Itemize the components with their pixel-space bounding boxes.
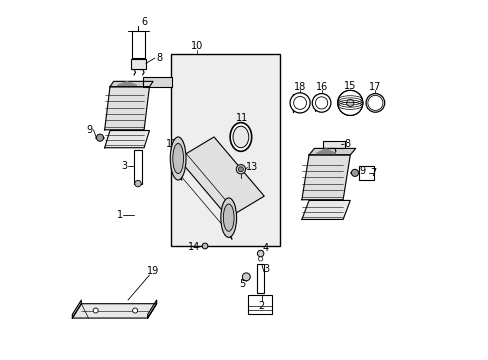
- Circle shape: [367, 95, 382, 111]
- Circle shape: [132, 308, 137, 313]
- Circle shape: [257, 250, 264, 257]
- Circle shape: [238, 167, 243, 172]
- Circle shape: [93, 308, 98, 313]
- Bar: [359, 166, 373, 180]
- Ellipse shape: [223, 204, 234, 231]
- Text: 3: 3: [263, 264, 268, 274]
- Bar: [131, 31, 145, 58]
- Text: 8: 8: [156, 53, 162, 63]
- Bar: [257, 264, 264, 293]
- Circle shape: [312, 94, 330, 112]
- Polygon shape: [178, 137, 264, 218]
- Text: 10: 10: [191, 41, 203, 51]
- Circle shape: [293, 96, 306, 109]
- Polygon shape: [110, 81, 153, 87]
- Circle shape: [135, 180, 141, 187]
- Bar: [323, 140, 344, 148]
- Polygon shape: [316, 149, 335, 153]
- Bar: [131, 59, 145, 69]
- Polygon shape: [301, 155, 349, 200]
- Text: 15: 15: [344, 81, 356, 91]
- Text: 6: 6: [142, 17, 147, 27]
- Ellipse shape: [233, 126, 248, 148]
- Polygon shape: [308, 148, 355, 155]
- Text: 9: 9: [86, 125, 92, 135]
- Polygon shape: [147, 300, 156, 318]
- Text: 14: 14: [188, 242, 200, 252]
- Ellipse shape: [172, 143, 183, 174]
- Ellipse shape: [221, 198, 236, 237]
- Polygon shape: [104, 131, 149, 148]
- Text: 12: 12: [165, 139, 178, 149]
- Text: 9: 9: [359, 166, 365, 176]
- Text: 13: 13: [245, 162, 257, 172]
- Bar: [247, 295, 272, 315]
- Circle shape: [351, 169, 358, 176]
- Text: 1: 1: [117, 210, 122, 220]
- Circle shape: [315, 97, 327, 109]
- Polygon shape: [104, 87, 149, 130]
- Circle shape: [346, 99, 353, 107]
- Text: 19: 19: [146, 266, 159, 276]
- Polygon shape: [72, 300, 81, 318]
- Circle shape: [236, 165, 245, 174]
- Bar: [143, 77, 172, 87]
- Ellipse shape: [170, 137, 185, 180]
- Polygon shape: [117, 82, 137, 85]
- Text: 3: 3: [121, 161, 127, 171]
- Circle shape: [242, 273, 250, 281]
- Circle shape: [202, 243, 207, 249]
- Text: 5: 5: [239, 279, 245, 289]
- Circle shape: [96, 134, 103, 141]
- Text: 4: 4: [262, 243, 268, 253]
- Text: 17: 17: [368, 82, 381, 93]
- Polygon shape: [72, 304, 156, 318]
- Text: 2: 2: [258, 301, 264, 311]
- Text: 7: 7: [369, 168, 375, 178]
- Text: 11: 11: [236, 113, 248, 123]
- Circle shape: [366, 94, 384, 112]
- Text: 18: 18: [293, 82, 305, 93]
- Bar: [171, 54, 280, 246]
- Polygon shape: [301, 201, 349, 220]
- Text: 12: 12: [224, 218, 237, 228]
- Ellipse shape: [230, 123, 251, 151]
- Text: 16: 16: [315, 82, 327, 93]
- Circle shape: [258, 257, 262, 261]
- Circle shape: [289, 93, 309, 113]
- Text: 8: 8: [344, 139, 350, 149]
- Bar: [134, 149, 142, 184]
- Circle shape: [337, 90, 362, 116]
